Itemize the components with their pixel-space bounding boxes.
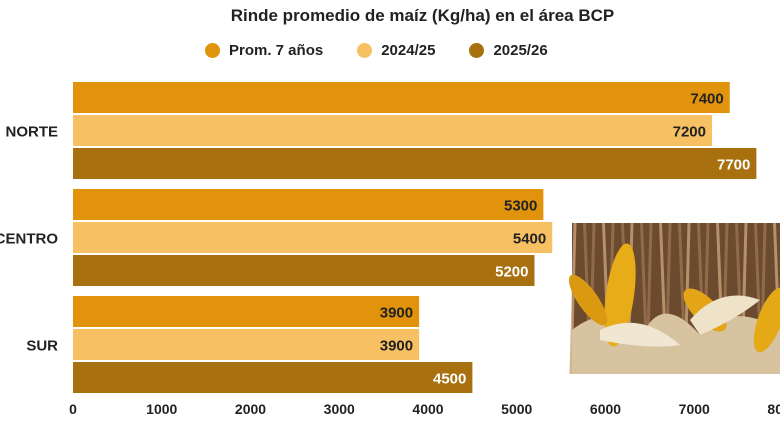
data-label-0-1: 5300 (504, 198, 537, 215)
legend-item-2025-26: 2025/26 (469, 42, 548, 59)
data-label-2-2: 4500 (433, 371, 466, 388)
x-tick-label-3000: 3000 (324, 401, 355, 417)
legend-swatch-2024-25 (357, 43, 373, 58)
bar-2-2 (73, 362, 473, 393)
data-label-1-2: 3900 (380, 338, 413, 355)
x-tick-label-2000: 2000 (235, 401, 266, 417)
category-label-norte: NORTE (6, 124, 59, 141)
data-label-1-1: 5400 (513, 231, 546, 248)
x-tick-label-8000: 8000 (767, 401, 780, 417)
data-label-0-0: 7400 (690, 91, 723, 108)
bar-2-1 (73, 255, 535, 286)
legend-swatch-2025-26 (469, 43, 485, 58)
category-label-sur: SUR (26, 338, 58, 355)
bar-1-0 (73, 115, 712, 146)
legend-swatch-prom (205, 43, 220, 58)
legend: Prom. 7 años 2024/25 2025/26 (205, 42, 548, 59)
data-label-0-2: 3900 (380, 305, 413, 322)
bar-1-1 (73, 222, 553, 253)
data-label-1-0: 7200 (673, 124, 706, 141)
bar-0-0 (73, 82, 730, 113)
x-tick-label-7000: 7000 (679, 401, 710, 417)
data-label-2-1: 5200 (495, 264, 528, 281)
legend-item-prom: Prom. 7 años (205, 42, 323, 59)
legend-label-2025-26: 2025/26 (493, 42, 548, 59)
chart-title: Rinde promedio de maíz (Kg/ha) en el áre… (230, 6, 615, 25)
bar-2-0 (73, 148, 757, 179)
x-tick-label-4000: 4000 (412, 401, 443, 417)
x-tick-label-5000: 5000 (501, 401, 532, 417)
corn-photo (568, 222, 780, 375)
x-tick-label-1000: 1000 (146, 401, 177, 417)
x-tick-label-6000: 6000 (590, 401, 621, 417)
bar-0-1 (73, 189, 544, 220)
data-label-2-0: 7700 (717, 157, 750, 174)
legend-label-prom: Prom. 7 años (229, 42, 324, 59)
legend-label-2024-25: 2024/25 (381, 42, 436, 59)
category-label-centro: CENTRO (0, 231, 58, 248)
x-tick-label-0: 0 (69, 401, 77, 417)
bar-0-2 (73, 296, 420, 327)
bar-1-2 (73, 329, 420, 360)
legend-item-2024-25: 2024/25 (357, 42, 435, 59)
